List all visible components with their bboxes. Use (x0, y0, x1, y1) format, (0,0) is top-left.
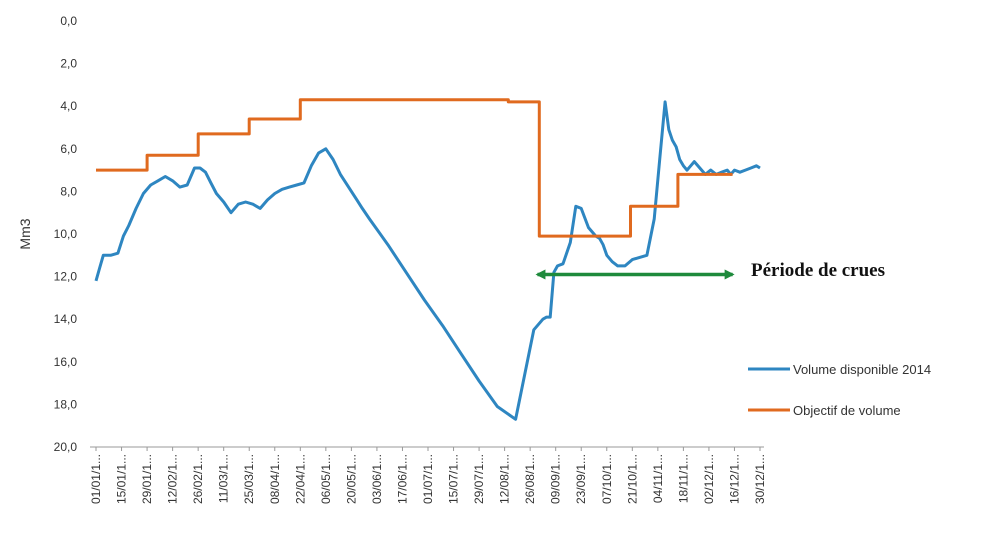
x-tick-label: 22/04/1... (293, 454, 307, 504)
y-tick-label: 2,0 (60, 57, 77, 71)
annotation-layer: Période de crues (535, 260, 885, 281)
x-tick-label: 12/02/1... (166, 454, 180, 504)
y-tick-label: 16,0 (54, 355, 78, 369)
series-layer (94, 98, 761, 421)
x-tick-label: 15/07/1... (447, 454, 461, 504)
y-tick-label: 6,0 (60, 142, 77, 156)
x-tick-label: 29/07/1... (472, 454, 486, 504)
x-tick-label: 09/09/1... (549, 454, 563, 504)
series-line-objectif-de-volume (96, 98, 733, 238)
y-axis-ticks: 0,0 2,0 4,0 6,0 8,0 10,0 12,0 14,0 16,0 18,0 20,0 (54, 14, 78, 454)
x-tick-label: 26/02/1... (191, 454, 205, 504)
x-tick-label: 02/12/1... (702, 454, 716, 504)
x-tick-label: 08/04/1... (268, 454, 282, 504)
y-tick-label: 8,0 (60, 184, 77, 198)
x-tick-label: 17/06/1... (395, 454, 409, 504)
series-line-volume-disponible (94, 100, 761, 421)
y-tick-label: 12,0 (54, 270, 78, 284)
legend-label-volume-disponible: Volume disponible 2014 (793, 362, 931, 377)
x-tick-label: 06/05/1... (319, 454, 333, 504)
x-tick-label: 01/01/1... (89, 454, 103, 504)
x-tick-label: 23/09/1... (574, 454, 588, 504)
x-tick-label: 21/10/1... (625, 454, 639, 504)
x-tick-label: 30/12/1... (753, 454, 767, 504)
y-tick-label: 18,0 (54, 397, 78, 411)
x-tick-label: 18/11/1... (676, 454, 690, 503)
x-tick-label: 03/06/1... (370, 454, 384, 504)
legend: Volume disponible 2014 Objectif de volum… (748, 362, 931, 418)
y-tick-label: 0,0 (60, 14, 77, 28)
x-tick-label: 20/05/1... (344, 454, 358, 504)
y-tick-label: 4,0 (60, 99, 77, 113)
periode-de-crues-label: Période de crues (751, 260, 885, 281)
legend-label-objectif-de-volume: Objectif de volume (793, 403, 901, 418)
x-tick-label: 25/03/1... (242, 454, 256, 504)
x-tick-label: 29/01/1... (140, 454, 154, 504)
y-tick-label: 14,0 (54, 312, 78, 326)
x-tick-label: 16/12/1... (727, 454, 741, 504)
y-tick-label: 20,0 (54, 440, 78, 454)
x-tick-label: 04/11/1... (651, 454, 665, 503)
x-tick-label: 15/01/1... (115, 454, 129, 504)
y-axis-label: Mm3 (17, 218, 33, 249)
x-axis-ticks: 01/01/1... 15/01/1... 29/01/1... 12/02/1...… (89, 447, 767, 504)
x-tick-label: 07/10/1... (600, 454, 614, 504)
x-tick-label: 12/08/1... (498, 454, 512, 504)
y-tick-label: 10,0 (54, 227, 78, 241)
x-tick-label: 01/07/1... (421, 454, 435, 504)
x-tick-label: 26/08/1... (523, 454, 537, 504)
x-tick-label: 11/03/1... (217, 454, 231, 503)
